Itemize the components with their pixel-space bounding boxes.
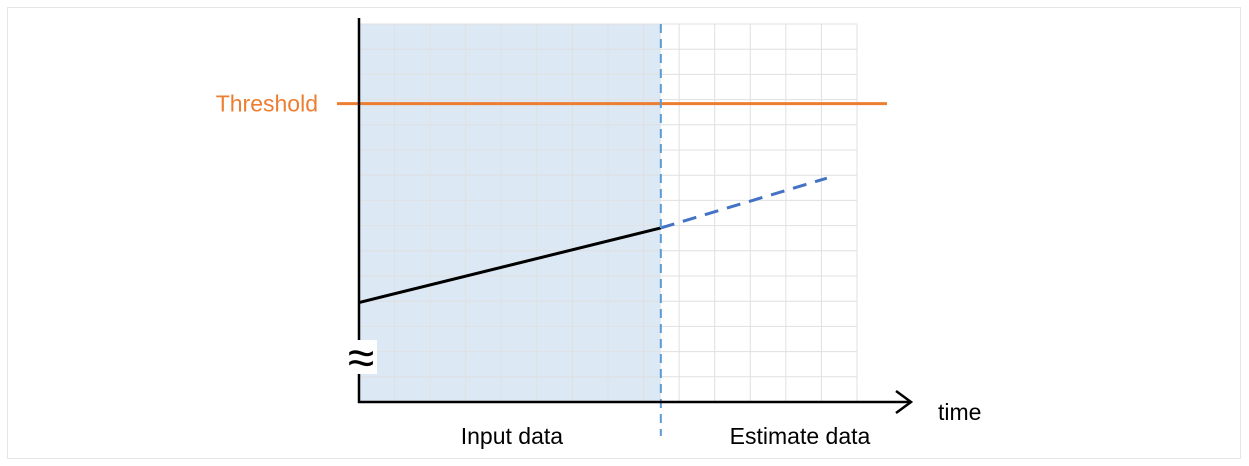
input-data-line <box>358 226 662 304</box>
input-data-label: Input data <box>461 423 564 449</box>
x-axis-arrowhead <box>895 389 914 415</box>
threshold-label: Threshold <box>216 91 318 117</box>
estimate-data-label: Estimate data <box>730 423 871 449</box>
axis-break-mask <box>343 340 377 374</box>
estimate-data-line <box>660 176 828 230</box>
x-axis-label: time <box>938 399 981 425</box>
input-region <box>359 24 661 402</box>
axis-break-symbol: ≈ <box>348 332 374 385</box>
